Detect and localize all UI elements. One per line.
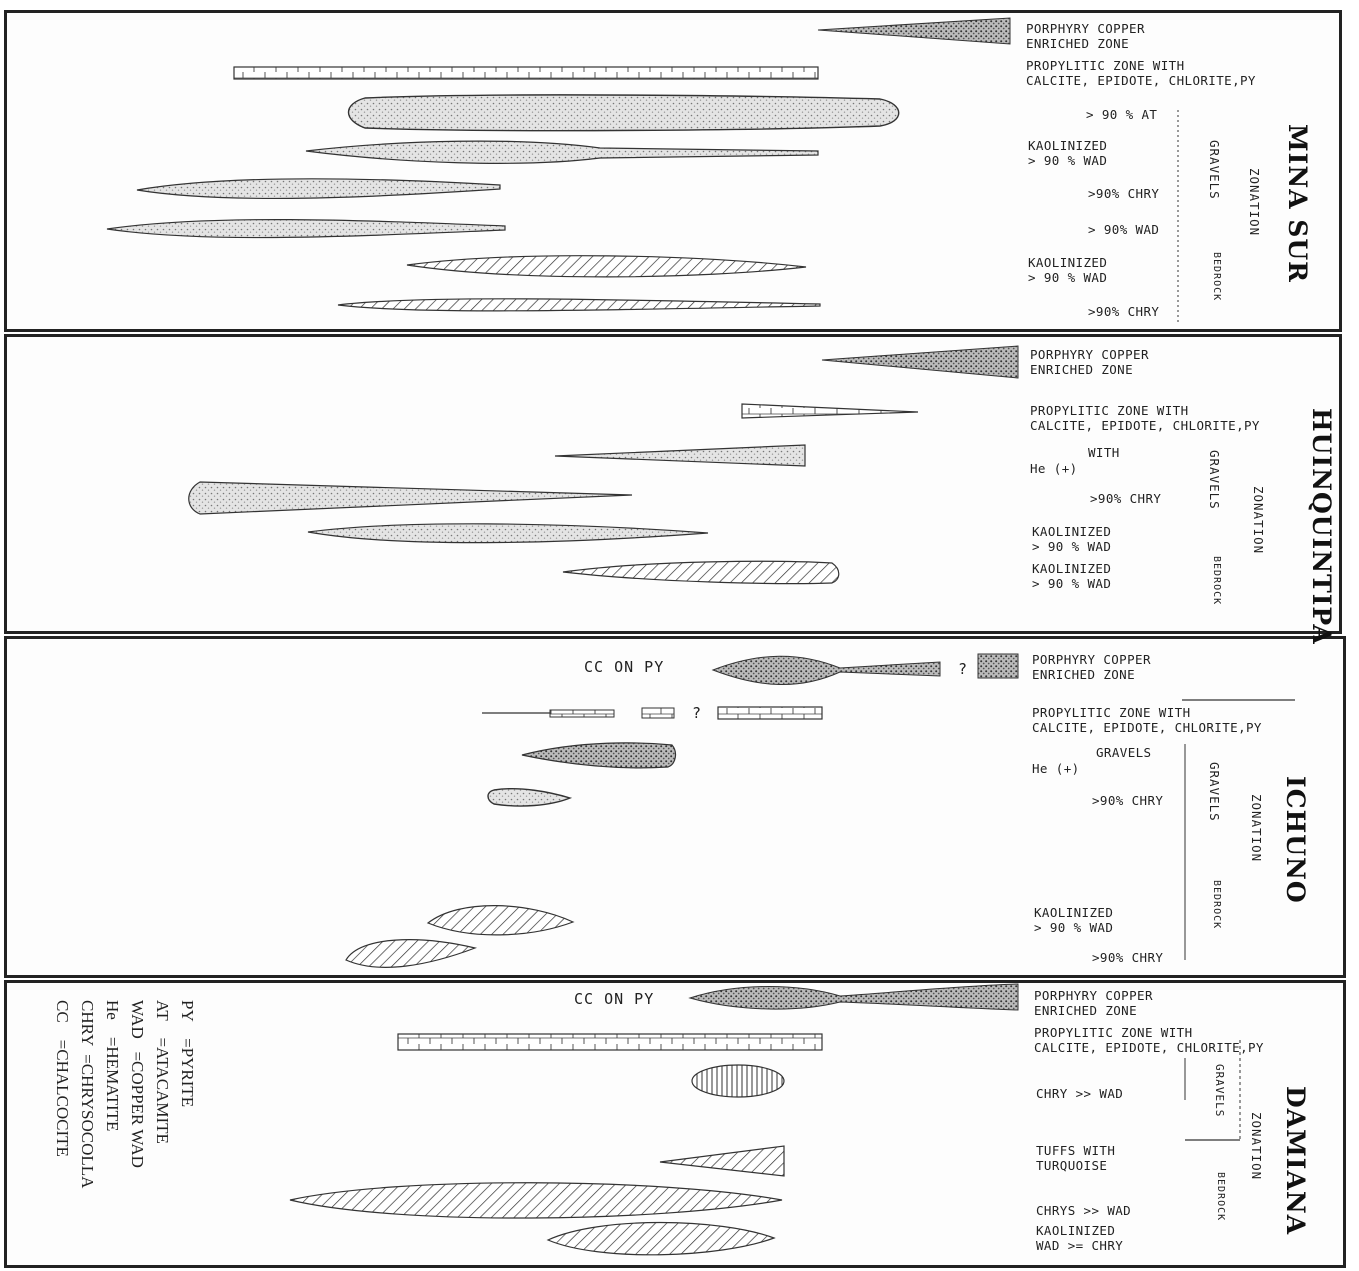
mina-sur-kaolin-bedrock-lens xyxy=(406,255,807,278)
legend-he: He =HEMATITE xyxy=(103,1000,122,1132)
huinquintipa-chry-wedge xyxy=(188,481,633,515)
legend-chry: CHRY =CHRYSOCOLLA xyxy=(78,1000,97,1189)
mina-sur-chry-bedrock-lens xyxy=(337,298,821,312)
ichuno-propylitic-bar-3 xyxy=(717,706,823,720)
damiana-gravels-label: GRAVELS xyxy=(1213,1064,1226,1118)
damiana-chrys-lens xyxy=(289,1182,783,1219)
huinquintipa-bedrock-label: BEDROCK xyxy=(1211,556,1222,606)
legend-cc: CC =CHALCOCITE xyxy=(53,1000,72,1157)
ichuno-label-enriched: PORPHYRY COPPER ENRICHED ZONE xyxy=(1032,652,1151,682)
damiana-chry-lens xyxy=(691,1064,785,1098)
ichuno-query-mark-2: ? xyxy=(692,704,703,722)
damiana-zonation-label: ZONATION xyxy=(1249,1112,1264,1181)
damiana-label-kaolin: KAOLINIZED WAD >= CHRY xyxy=(1036,1223,1124,1253)
ichuno-chry-bedrock-lens xyxy=(345,939,478,968)
mina-sur-label-wad: > 90% WAD xyxy=(1088,222,1160,237)
ichuno-propylitic-bar-1 xyxy=(549,709,615,718)
huinquintipa-label-kaolin-2: KAOLINIZED > 90 % WAD xyxy=(1032,561,1112,591)
mina-sur-label-kaolin-bedrock: KAOLINIZED > 90 % WAD xyxy=(1028,255,1108,285)
ichuno-propylitic-bar-2 xyxy=(641,707,675,719)
mina-sur-label-chry-bedrock: >90% CHRY xyxy=(1088,304,1160,319)
legend-wad: WAD =COPPER WAD xyxy=(128,1000,147,1168)
huinquintipa-label-he: He (+) xyxy=(1030,461,1078,476)
ichuno-zonation-label: ZONATION xyxy=(1249,794,1264,863)
panel-mina-sur xyxy=(4,10,1342,332)
huinquintipa-label-propylitic: PROPYLITIC ZONE WITH CALCITE, EPIDOTE, C… xyxy=(1030,403,1260,433)
mina-sur-propylitic-bar xyxy=(233,66,819,80)
damiana-label-chrys-wad: CHRYS >> WAD xyxy=(1036,1203,1132,1218)
mina-sur-label-chry: >90% CHRY xyxy=(1088,186,1160,201)
damiana-tuff-wedge xyxy=(659,1145,785,1177)
ichuno-label-gravels: GRAVELS xyxy=(1096,745,1152,760)
damiana-label-tuffs: TUFFS WITH TURQUOISE xyxy=(1036,1143,1116,1173)
huinquintipa-propylitic-wedge xyxy=(741,403,919,419)
huinquintipa-label-kaolin-1: KAOLINIZED > 90 % WAD xyxy=(1032,524,1112,554)
mina-sur-zonation-label: ZONATION xyxy=(1247,168,1262,237)
damiana-label-propylitic: PROPYLITIC ZONE WITH CALCITE, EPIDOTE, C… xyxy=(1034,1025,1264,1055)
ichuno-cc-on-py: CC ON PY xyxy=(584,658,665,676)
huinquintipa-label-with: WITH xyxy=(1088,445,1120,460)
legend-at: AT =ATACAMITE xyxy=(153,1000,172,1144)
ichuno-label-kaolin: KAOLINIZED > 90 % WAD xyxy=(1034,905,1114,935)
panel-ichuno xyxy=(4,636,1346,978)
damiana-label-enriched: PORPHYRY COPPER ENRICHED ZONE xyxy=(1034,988,1153,1018)
damiana-cc-on-py: CC ON PY xyxy=(574,990,655,1008)
mina-sur-kaolin-wad-lens xyxy=(305,140,819,164)
mina-sur-label-kaolin-wad: KAOLINIZED > 90 % WAD xyxy=(1028,138,1108,168)
ichuno-gravels-label: GRAVELS xyxy=(1207,762,1222,822)
ichuno-chry-lens xyxy=(487,788,573,807)
huinquintipa-kaolin-wedge xyxy=(307,523,709,544)
ichuno-label-chry: >90% CHRY xyxy=(1092,793,1164,808)
ichuno-label-chry-bedrock: >90% CHRY xyxy=(1092,950,1164,965)
mina-sur-label-enriched: PORPHYRY COPPER ENRICHED ZONE xyxy=(1026,21,1145,51)
damiana-bedrock-label: BEDROCK xyxy=(1215,1172,1226,1222)
damiana-label-chry-wad: CHRY >> WAD xyxy=(1036,1086,1124,1101)
huinquintipa-zonation-label: ZONATION xyxy=(1251,486,1266,555)
mina-sur-label-propylitic: PROPYLITIC ZONE WITH CALCITE, EPIDOTE, C… xyxy=(1026,58,1256,88)
mina-sur-label-at: > 90 % AT xyxy=(1086,107,1158,122)
damiana-site-title: DAMIANA xyxy=(1281,1086,1310,1236)
mina-sur-site-title: MINA SUR xyxy=(1283,124,1312,283)
ichuno-enriched-block xyxy=(977,653,1019,679)
mina-sur-gravels-label: GRAVELS xyxy=(1207,140,1222,200)
ichuno-he-lens xyxy=(521,742,677,769)
mina-sur-chry-gravel-wedge xyxy=(136,178,501,200)
damiana-propylitic-bar xyxy=(397,1033,823,1051)
mina-sur-bedrock-label: BEDROCK xyxy=(1211,252,1222,302)
panel-damiana xyxy=(4,980,1346,1268)
damiana-enriched-wedge xyxy=(688,983,1019,1011)
huinquintipa-gravels-label: GRAVELS xyxy=(1207,450,1222,510)
ichuno-label-he: He (+) xyxy=(1032,761,1080,776)
huinquintipa-enriched-wedge xyxy=(821,345,1019,379)
legend-py: PY =PYRITE xyxy=(178,1000,197,1108)
ichuno-query-mark-1: ? xyxy=(958,660,969,678)
damiana-kaolin-lens xyxy=(546,1221,776,1256)
huinquintipa-he-wedge xyxy=(554,444,806,467)
ichuno-enriched-lens xyxy=(711,655,941,685)
mina-sur-enriched-wedge xyxy=(817,17,1011,45)
huinquintipa-bedrock-lens xyxy=(562,560,840,585)
mina-sur-at-lens xyxy=(347,94,900,132)
ichuno-label-propylitic: PROPYLITIC ZONE WITH CALCITE, EPIDOTE, C… xyxy=(1032,705,1262,735)
huinquintipa-site-title: HUINQUINTIPA xyxy=(1307,408,1336,645)
ichuno-bedrock-label: BEDROCK xyxy=(1211,880,1222,930)
ichuno-site-title: ICHUNO xyxy=(1281,776,1310,904)
huinquintipa-label-enriched: PORPHYRY COPPER ENRICHED ZONE xyxy=(1030,347,1149,377)
ichuno-kaolin-lens xyxy=(426,905,575,936)
mina-sur-wad-gravel-wedge xyxy=(106,218,506,239)
huinquintipa-label-chry: >90% CHRY xyxy=(1090,491,1162,506)
